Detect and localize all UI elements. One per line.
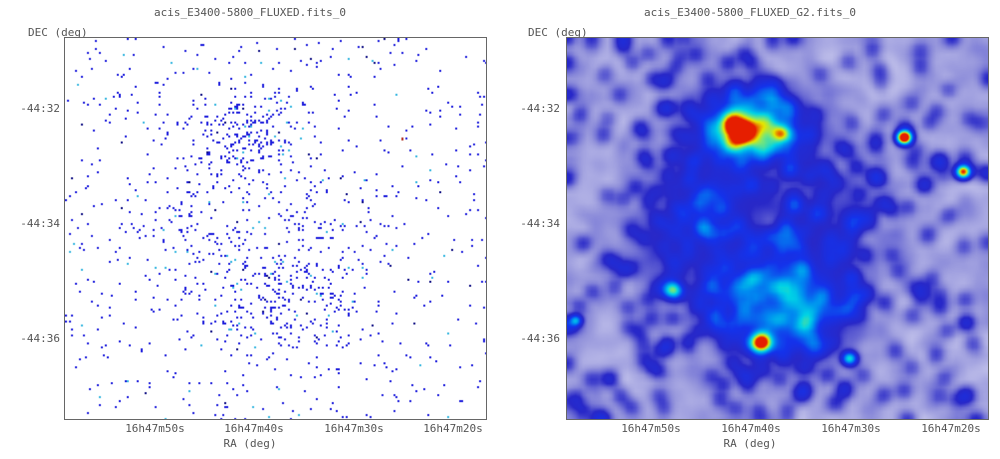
y-tick-label: -44:32 bbox=[520, 102, 560, 115]
raw-counts-canvas bbox=[65, 38, 486, 419]
x-tick-label: 16h47m40s bbox=[224, 422, 284, 435]
x-tick-label: 16h47m50s bbox=[621, 422, 681, 435]
panel-title: acis_E3400-5800_FLUXED.fits_0 bbox=[153, 6, 347, 19]
raw-counts-image[interactable] bbox=[64, 37, 487, 420]
y-tick-label: -44:32 bbox=[20, 102, 60, 115]
left-image-panel: acis_E3400-5800_FLUXED.fits_0 DEC (deg) … bbox=[20, 6, 487, 450]
x-tick-label: 16h47m20s bbox=[423, 422, 483, 435]
y-tick-label: -44:34 bbox=[520, 217, 560, 230]
x-tick-label: 16h47m50s bbox=[125, 422, 185, 435]
y-tick-label: -44:34 bbox=[20, 217, 60, 230]
y-tick-label: -44:36 bbox=[520, 332, 560, 345]
x-axis-label: RA (deg) bbox=[723, 437, 777, 450]
smoothed-image[interactable] bbox=[566, 37, 989, 420]
x-axis-label: RA (deg) bbox=[223, 437, 277, 450]
y-tick-label: -44:36 bbox=[20, 332, 60, 345]
x-tick-label: 16h47m40s bbox=[721, 422, 781, 435]
smoothed-canvas bbox=[567, 38, 988, 419]
x-tick-label: 16h47m20s bbox=[921, 422, 981, 435]
x-tick-label: 16h47m30s bbox=[821, 422, 881, 435]
x-tick-label: 16h47m30s bbox=[324, 422, 384, 435]
right-image-panel: acis_E3400-5800_FLUXED_G2.fits_0 DEC (de… bbox=[500, 0, 1000, 459]
y-axis-label: DEC (deg) bbox=[528, 26, 588, 39]
y-axis-label: DEC (deg) bbox=[28, 26, 88, 39]
panel-title: acis_E3400-5800_FLUXED_G2.fits_0 bbox=[644, 6, 856, 19]
